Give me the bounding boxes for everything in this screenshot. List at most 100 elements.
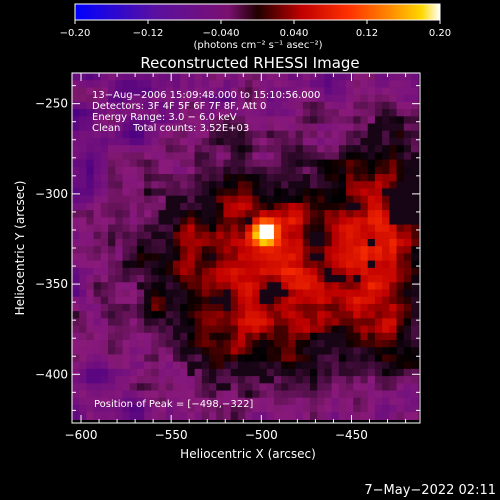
heatmap-cell: [331, 202, 340, 211]
heatmap-cell: [209, 282, 217, 291]
heatmap-cell: [288, 94, 297, 103]
heatmap-cell: [172, 325, 181, 334]
heatmap-cell: [216, 282, 225, 291]
heatmap-cell: [382, 188, 390, 197]
heatmap-cell: [93, 224, 102, 233]
heatmap-cell: [79, 332, 88, 341]
heatmap-cell: [324, 238, 333, 247]
heatmap-cell: [346, 101, 354, 110]
heatmap-cell: [396, 145, 405, 153]
heatmap-cell: [194, 376, 203, 384]
heatmap-cell: [281, 94, 289, 103]
heatmap-cell: [331, 340, 340, 348]
heatmap-cell: [302, 383, 311, 392]
heatmap-cell: [100, 318, 109, 327]
heatmap-cell: [79, 303, 88, 312]
heatmap-cell: [389, 311, 398, 319]
heatmap-cell: [317, 210, 326, 218]
heatmap-cell: [223, 246, 232, 255]
heatmap-cell: [396, 195, 405, 204]
heatmap-cell: [331, 390, 340, 399]
heatmap-cell: [122, 376, 131, 384]
heatmap-cell: [108, 354, 116, 363]
heatmap-cell: [273, 282, 282, 291]
heatmap-cell: [389, 137, 398, 146]
heatmap-cell: [288, 181, 297, 190]
heatmap-cell: [187, 94, 196, 103]
heatmap-cell: [281, 303, 289, 312]
heatmap-cell: [180, 340, 188, 348]
heatmap-cell: [237, 397, 246, 406]
heatmap-cell: [245, 361, 253, 370]
heatmap-cell: [86, 188, 95, 197]
heatmap-cell: [129, 152, 138, 161]
heatmap-cell: [389, 159, 398, 168]
heatmap-cell: [86, 318, 95, 327]
heatmap-cell: [223, 340, 232, 348]
peak-position-label: Position of Peak = [−498,−322]: [94, 399, 253, 410]
heatmap-cell: [158, 397, 167, 406]
heatmap-cell: [317, 202, 326, 211]
heatmap-cell: [331, 404, 340, 413]
heatmap-cell: [172, 210, 181, 218]
heatmap-cell: [93, 217, 102, 226]
heatmap-cell: [151, 130, 160, 139]
heatmap-cell: [266, 412, 275, 420]
heatmap-cell: [216, 253, 225, 262]
heatmap-cell: [302, 101, 311, 110]
heatmap-cell: [410, 340, 419, 348]
heatmap-cell: [136, 202, 145, 211]
heatmap-cell: [93, 145, 102, 153]
heatmap-cell: [245, 347, 253, 356]
heatmap-cell: [252, 109, 261, 117]
heatmap-cell: [230, 260, 239, 269]
heatmap-cell: [273, 267, 282, 276]
heatmap-cell: [165, 123, 174, 132]
heatmap-cell: [79, 368, 88, 377]
heatmap-cell: [382, 368, 390, 377]
heatmap-cell: [273, 397, 282, 406]
heatmap-cell: [79, 195, 88, 204]
heatmap-cell: [346, 303, 354, 312]
heatmap-cell: [338, 188, 347, 197]
heatmap-cell: [136, 217, 145, 226]
heatmap-cell: [382, 123, 390, 132]
heatmap-cell: [216, 101, 225, 110]
heatmap-cell: [410, 296, 419, 305]
heatmap-cell: [230, 318, 239, 327]
heatmap-cell: [180, 332, 188, 341]
heatmap-cell: [410, 195, 419, 204]
heatmap-cell: [93, 325, 102, 334]
heatmap-cell: [100, 224, 109, 233]
heatmap-cell: [360, 354, 369, 363]
heatmap-cell: [295, 267, 304, 276]
heatmap-cell: [360, 174, 369, 182]
heatmap-cell: [288, 260, 297, 269]
heatmap-cell: [187, 116, 196, 125]
heatmap-cell: [295, 109, 304, 117]
heatmap-cell: [374, 231, 383, 240]
heatmap-cell: [194, 130, 203, 139]
heatmap-cell: [223, 116, 232, 125]
heatmap-cell: [331, 166, 340, 175]
heatmap-cell: [288, 296, 297, 305]
heatmap-cell: [245, 181, 253, 190]
heatmap-cell: [288, 231, 297, 240]
heatmap-cell: [72, 94, 80, 103]
heatmap-cell: [245, 166, 253, 175]
heatmap-cell: [410, 282, 419, 291]
heatmap-cell: [93, 231, 102, 240]
heatmap-cell: [374, 412, 383, 420]
heatmap-cell: [295, 361, 304, 370]
y-axis-label: Heliocentric Y (arcsec): [13, 181, 27, 316]
heatmap-cell: [331, 289, 340, 298]
heatmap-cell: [310, 231, 318, 240]
heatmap-cell: [223, 224, 232, 233]
heatmap-cell: [165, 383, 174, 392]
heatmap-cell: [144, 231, 152, 240]
heatmap-cell: [100, 181, 109, 190]
heatmap-cell: [353, 166, 362, 175]
heatmap-cell: [389, 253, 398, 262]
heatmap-cell: [209, 166, 217, 175]
heatmap-cell: [194, 174, 203, 182]
